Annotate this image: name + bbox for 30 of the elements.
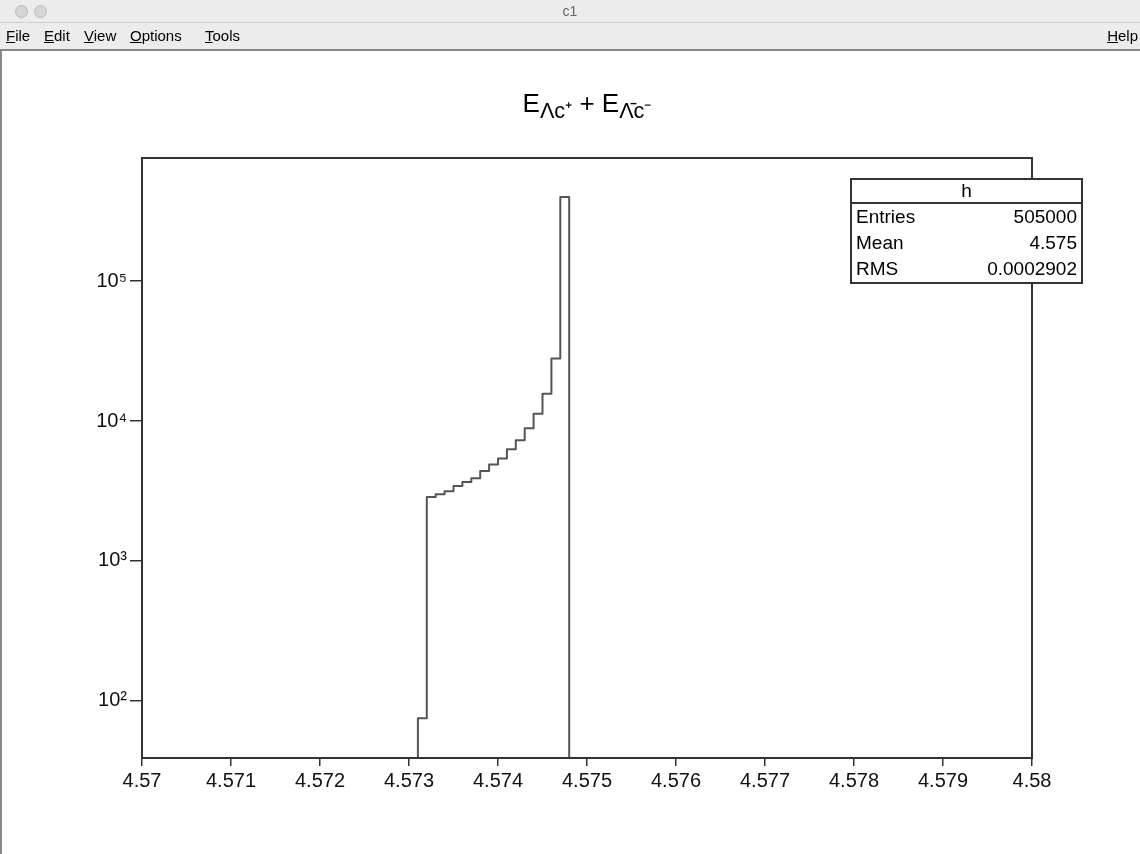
annotation: 4.575 bbox=[1029, 231, 1077, 255]
y-tick-label: 10⁴ bbox=[96, 408, 127, 431]
text: Tools bbox=[205, 26, 241, 46]
y-tick-label: 10⁵ bbox=[96, 268, 127, 291]
annotation: Mean bbox=[856, 231, 904, 255]
text: Options bbox=[130, 26, 182, 46]
chart-title: E$_{Λc⁺}$ + E$_{Λ̄c⁻}$ bbox=[521, 88, 653, 125]
x-tick-label: 4.573 bbox=[383, 768, 435, 791]
y-tick-label: 10² bbox=[98, 688, 128, 711]
annotation: h bbox=[852, 180, 1081, 204]
annotation: 0.0002902 bbox=[987, 257, 1077, 281]
x-tick-label: 4.574 bbox=[472, 768, 524, 791]
x-tick-label: 4.571 bbox=[205, 768, 257, 791]
annotation: Entries bbox=[856, 205, 916, 229]
text: Help bbox=[1107, 26, 1138, 46]
text: File bbox=[6, 26, 31, 46]
text: c1 bbox=[562, 3, 578, 19]
x-tick-label: 4.578 bbox=[828, 768, 880, 791]
x-tick-label: 4.572 bbox=[294, 768, 346, 791]
annotation: 505000 bbox=[1013, 205, 1077, 229]
x-tick-label: 4.58 bbox=[1012, 768, 1052, 791]
text: Edit bbox=[44, 26, 70, 46]
y-tick-label: 10³ bbox=[98, 548, 128, 571]
x-tick-label: 4.57 bbox=[122, 768, 162, 791]
x-tick-label: 4.576 bbox=[650, 768, 702, 791]
x-tick-label: 4.579 bbox=[917, 768, 969, 791]
x-tick-label: 4.577 bbox=[739, 768, 791, 791]
x-tick-label: 4.575 bbox=[561, 768, 613, 791]
text: View bbox=[84, 26, 117, 46]
annotation: RMS bbox=[856, 257, 899, 281]
